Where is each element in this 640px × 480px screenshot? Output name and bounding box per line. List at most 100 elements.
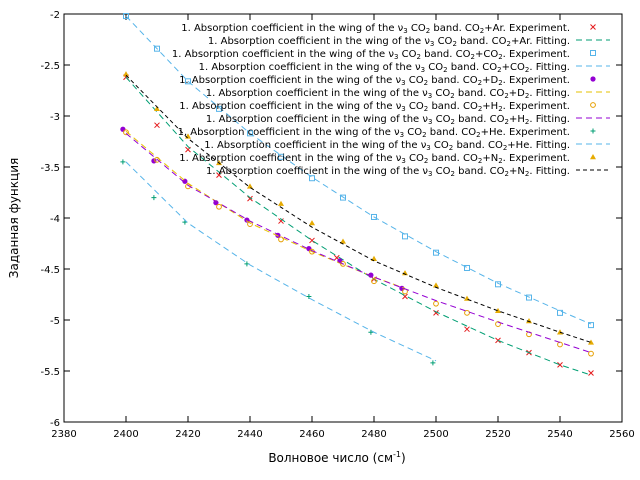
x-tick-label: 2380 — [51, 429, 76, 440]
data-point — [371, 213, 377, 220]
series-3 — [125, 15, 592, 325]
data-point — [247, 130, 253, 137]
data-point — [368, 272, 374, 278]
y-axis-label: Заданная функция — [7, 158, 21, 278]
x-axis-ticks: 2380 2400 2420 2440 2460 2480 2500 2520 2540 2560 — [51, 14, 635, 440]
legend-swatch-marker — [590, 128, 596, 134]
data-point — [154, 105, 160, 112]
data-point — [464, 309, 470, 316]
data-point — [247, 195, 253, 202]
data-point — [154, 156, 160, 163]
data-point — [526, 294, 532, 301]
legend-label: 1. Absorption coefficient in the wing of… — [181, 23, 570, 35]
data-point — [371, 278, 377, 285]
legend-label: 1. Absorption coefficient in the wing of… — [208, 36, 570, 48]
data-point — [244, 217, 250, 223]
y-tick-label: -6 — [50, 418, 60, 429]
x-tick-label: 2440 — [237, 429, 262, 440]
data-point — [120, 126, 126, 132]
legend-swatch-marker — [590, 154, 596, 160]
data-point — [247, 183, 253, 189]
data-point — [464, 326, 470, 333]
legend-entry: 1. Absorption coefficient in the wing of… — [172, 49, 596, 61]
data-point — [278, 236, 284, 243]
x-tick-label: 2500 — [423, 429, 448, 440]
data-point — [123, 13, 129, 20]
legend-entry: 1. Absorption coefficient in the wing of… — [208, 36, 610, 48]
y-tick-label: -4.5 — [40, 265, 60, 276]
legend-entry: 1. Absorption coefficient in the wing of… — [178, 127, 596, 139]
legend-label: 1. Absorption coefficient in the wing of… — [206, 166, 570, 178]
legend-entry: 1. Absorption coefficient in the wing of… — [206, 166, 610, 178]
data-point — [309, 237, 315, 244]
y-tick-label: -2.5 — [40, 61, 60, 72]
legend-entry: 1. Absorption coefficient in the wing of… — [179, 153, 596, 165]
data-point — [340, 238, 346, 244]
y-tick-label: -4 — [50, 214, 60, 225]
x-axis-label: Волновое число (см-1) — [268, 450, 405, 465]
data-point — [216, 203, 222, 210]
x-tick-label: 2420 — [175, 429, 200, 440]
data-point — [247, 221, 253, 228]
data-point — [557, 309, 563, 316]
legend-swatch-marker — [590, 24, 596, 30]
data-point — [340, 194, 346, 201]
series-line — [125, 15, 592, 325]
legend-entry: 1. Absorption coefficient in the wing of… — [179, 75, 596, 87]
legend: 1. Absorption coefficient in the wing of… — [172, 23, 610, 178]
data-point — [185, 78, 191, 85]
data-point — [154, 45, 160, 52]
data-point — [340, 261, 346, 267]
legend-swatch-marker — [590, 50, 596, 56]
legend-entry: 1. Absorption coefficient in the wing of… — [204, 140, 610, 152]
legend-swatch-marker — [590, 102, 596, 108]
data-point — [495, 307, 501, 314]
data-point — [433, 282, 439, 288]
data-point — [120, 159, 126, 165]
data-point — [557, 329, 563, 335]
series-layer — [120, 13, 594, 376]
legend-entry: 1. Absorption coefficient in the wing of… — [206, 88, 610, 100]
data-point — [588, 350, 594, 357]
x-tick-label: 2460 — [299, 429, 324, 440]
series-line — [125, 74, 592, 343]
y-tick-label: -5.5 — [40, 367, 60, 378]
data-point — [151, 158, 157, 164]
data-point — [154, 122, 160, 129]
data-point — [306, 294, 312, 300]
data-point — [433, 300, 439, 307]
legend-label: 1. Absorption coefficient in the wing of… — [178, 127, 570, 139]
series-8 — [120, 159, 436, 366]
legend-label: 1. Absorption coefficient in the wing of… — [179, 75, 570, 87]
legend-entry: 1. Absorption coefficient in the wing of… — [199, 62, 610, 74]
data-point — [123, 71, 129, 77]
data-point — [151, 195, 157, 201]
series-7 — [125, 132, 592, 354]
data-point — [557, 362, 563, 368]
data-point — [278, 200, 284, 206]
series-11 — [125, 74, 592, 343]
data-point — [402, 233, 408, 240]
legend-label: 1. Absorption coefficient in the wing of… — [206, 88, 570, 100]
y-tick-label: -3 — [50, 112, 60, 123]
x-tick-label: 2400 — [113, 429, 138, 440]
data-point — [123, 129, 129, 136]
data-point — [588, 339, 594, 345]
data-point — [588, 370, 594, 376]
legend-swatch-marker — [590, 76, 596, 82]
legend-entry: 1. Absorption coefficient in the wing of… — [179, 101, 596, 113]
data-point — [278, 218, 284, 224]
legend-label: 1. Absorption coefficient in the wing of… — [199, 62, 570, 74]
x-tick-label: 2540 — [547, 429, 572, 440]
data-point — [430, 360, 436, 366]
series-line — [125, 132, 592, 354]
legend-label: 1. Absorption coefficient in the wing of… — [204, 140, 570, 152]
data-point — [213, 200, 219, 206]
series-9 — [125, 161, 437, 362]
y-tick-label: -3.5 — [40, 163, 60, 174]
x-tick-label: 2520 — [485, 429, 510, 440]
y-tick-label: -5 — [50, 316, 60, 327]
legend-label: 1. Absorption coefficient in the wing of… — [172, 49, 570, 61]
x-tick-label: 2480 — [361, 429, 386, 440]
